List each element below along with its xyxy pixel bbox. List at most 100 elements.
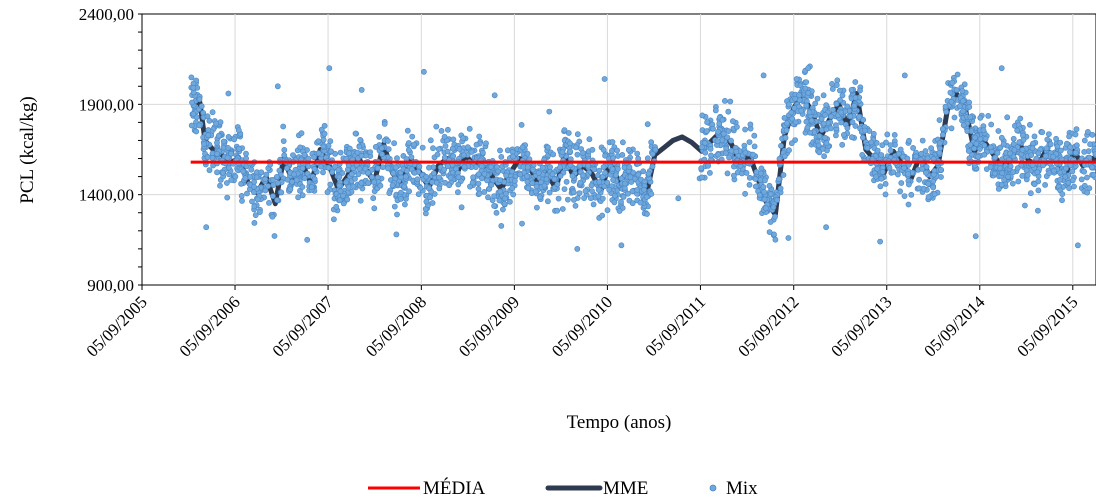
mix-point [497, 188, 504, 195]
x-tick-label: 05/09/2007 [269, 292, 338, 361]
mix-point [898, 180, 905, 186]
mix-point [304, 170, 311, 177]
mix-point [870, 130, 877, 137]
mix-point [519, 144, 526, 151]
mix-point [251, 203, 258, 210]
mix-point [478, 175, 485, 182]
mix-point [649, 163, 656, 170]
mix-point [1031, 133, 1038, 140]
mix-point [251, 219, 258, 226]
mix-point [356, 165, 363, 172]
mix-point [596, 167, 603, 174]
mix-point [879, 142, 886, 149]
mix-point [423, 173, 430, 180]
mix-point [708, 152, 714, 159]
mix-point [767, 191, 774, 197]
mix-point [619, 151, 626, 158]
mix-point [266, 199, 272, 206]
mix-point [712, 107, 719, 114]
mix-point [1059, 197, 1065, 204]
x-tick-label: 05/09/2006 [176, 292, 244, 360]
mix-point [201, 141, 207, 147]
mix-point [567, 140, 573, 147]
mix-point [610, 155, 616, 161]
mix-point [415, 191, 422, 198]
mix-point [998, 181, 1005, 188]
mix-point [998, 134, 1005, 141]
mix-point [214, 169, 220, 176]
mix-point [960, 108, 966, 115]
mix-point [992, 154, 999, 161]
x-tick-label: 05/09/2011 [642, 292, 710, 360]
mix-point [563, 178, 570, 185]
mix-point [803, 79, 810, 85]
mix-point [1067, 149, 1073, 155]
mix-point [762, 177, 768, 184]
mix-point [985, 113, 992, 119]
mix-point [628, 179, 635, 185]
mix-point [699, 174, 705, 181]
mix-point [430, 145, 436, 152]
mix-point [206, 167, 213, 174]
mix-point [805, 65, 812, 72]
mix-point [546, 189, 553, 196]
mix-point [262, 187, 269, 194]
mix-point [841, 131, 847, 138]
mix-point [782, 134, 789, 141]
mix-point [284, 176, 291, 183]
mix-point [792, 119, 799, 126]
mix-point [771, 231, 777, 238]
mix-point [461, 164, 468, 170]
mix-point [925, 194, 932, 200]
mix-point [585, 162, 591, 169]
mix-point [379, 151, 385, 158]
mix-point [344, 166, 351, 173]
mix-point [576, 162, 583, 169]
mix-point [940, 131, 946, 138]
mix-point [777, 185, 784, 192]
mix-point [386, 190, 393, 196]
mix-point [455, 181, 462, 188]
mix-point [725, 128, 732, 134]
mix-point [444, 148, 451, 155]
mix-point [426, 164, 432, 171]
mix-point [441, 166, 448, 173]
mix-point [326, 65, 333, 72]
x-tick-label: 05/09/2013 [827, 292, 895, 360]
mix-point [828, 113, 835, 120]
mix-point [643, 194, 650, 200]
mix-point [368, 166, 375, 173]
mix-point [730, 118, 736, 125]
y-axis-title: PCL (kcal/kg) [17, 96, 38, 203]
mix-point [822, 134, 828, 141]
mix-point [295, 194, 301, 201]
mix-point [750, 151, 756, 158]
mix-point [510, 191, 517, 198]
mix-point [1089, 164, 1096, 171]
mix-point [814, 95, 821, 102]
mix-point [600, 146, 607, 153]
mix-point [547, 164, 553, 170]
mix-point [358, 87, 365, 93]
mix-point [281, 152, 288, 159]
mix-point [707, 145, 714, 152]
mix-point [483, 140, 489, 147]
mix-point [554, 207, 561, 214]
mix-point [820, 92, 827, 99]
mix-point [280, 123, 287, 130]
mix-point [781, 115, 788, 121]
mix-point [572, 202, 579, 209]
mix-point [588, 195, 594, 202]
mix-point [225, 90, 232, 97]
mix-point [281, 146, 288, 153]
mix-point [879, 168, 886, 175]
mix-point [352, 175, 358, 182]
mix-point [251, 183, 257, 190]
mix-point [890, 169, 897, 176]
mix-point [204, 154, 211, 161]
mix-point [815, 142, 822, 149]
mix-point [919, 137, 926, 144]
mix-point [975, 153, 981, 160]
mix-point [722, 150, 729, 156]
